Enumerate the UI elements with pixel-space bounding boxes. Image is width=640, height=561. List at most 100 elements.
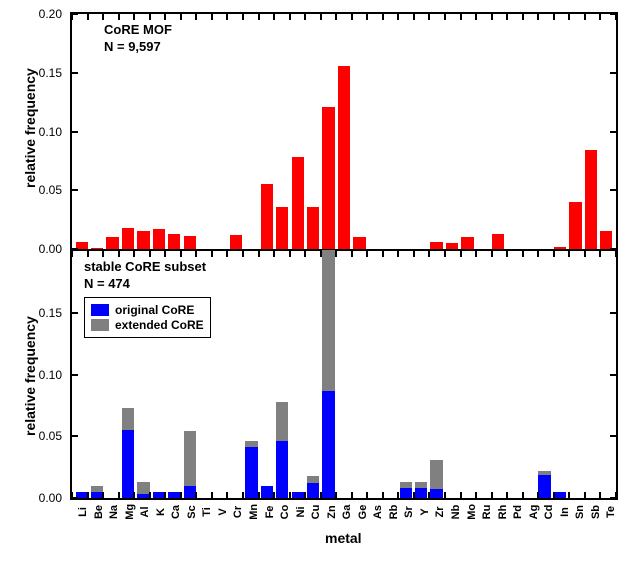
- bottom-bar-slot: [583, 251, 598, 498]
- xtick-mark-bottom: [180, 492, 182, 498]
- bottom-bar-slot: [506, 251, 521, 498]
- ytick-label: 0.05: [39, 429, 72, 443]
- ytick-mark-right: [610, 374, 616, 376]
- bottom-bar-slot: [444, 251, 459, 498]
- ytick-label: 0.00: [39, 491, 72, 505]
- ytick-label: 0.10: [39, 125, 72, 139]
- x-category-label: Rh: [496, 504, 508, 520]
- bottom-bar-slot: [383, 251, 398, 498]
- x-category-label: Pd: [512, 504, 524, 520]
- bottom-bar-slot: [521, 251, 536, 498]
- xtick-mark-top: [537, 14, 539, 20]
- ytick-mark: [72, 435, 78, 437]
- x-category-label: Y: [419, 504, 431, 520]
- x-category-label: Ca: [170, 504, 182, 520]
- xtick-mark-bottom: [553, 492, 555, 498]
- xtick-mark-top: [258, 251, 260, 257]
- bottom-bar-extended: [430, 460, 442, 490]
- bottom-bar-slot: [537, 251, 552, 498]
- xtick-mark-top: [413, 251, 415, 257]
- x-category-label: Ga: [341, 504, 353, 520]
- x-category-label: Li: [77, 504, 89, 520]
- bottom-bar-slot: [151, 251, 166, 498]
- xtick-mark-bottom: [460, 492, 462, 498]
- xtick-mark-top: [475, 14, 477, 20]
- top-ylabel: relative frequency: [22, 68, 38, 188]
- xtick-mark-bottom: [71, 492, 73, 498]
- x-category-label: Na: [108, 504, 120, 520]
- top-bar-slot: [460, 14, 475, 249]
- xtick-mark-top: [460, 251, 462, 257]
- top-bar: [353, 237, 365, 249]
- xtick-mark-top: [397, 14, 399, 20]
- xtick-mark-top: [211, 14, 213, 20]
- xtick-mark-top: [584, 251, 586, 257]
- top-bar-slot: [383, 14, 398, 249]
- bottom-bar-slot: [429, 251, 444, 498]
- bottom-bar-slot: [398, 251, 413, 498]
- bottom-bar-slot: [228, 251, 243, 498]
- top-bar-slot: [336, 14, 351, 249]
- xtick-mark-top: [320, 14, 322, 20]
- x-category-label: In: [559, 504, 571, 520]
- top-bar: [585, 150, 597, 249]
- xtick-mark-top: [149, 14, 151, 20]
- xtick-mark-top: [568, 251, 570, 257]
- top-bar: [168, 234, 180, 249]
- xtick-mark-bottom: [397, 492, 399, 498]
- bottom-bar-extended: [184, 431, 196, 485]
- xtick-mark-top: [195, 14, 197, 20]
- top-bar: [292, 157, 304, 249]
- bottom-bar-original: [137, 494, 149, 498]
- xtick-mark-bottom: [599, 492, 601, 498]
- x-category-label: Mn: [248, 504, 260, 520]
- bottom-bar-slot: [89, 251, 104, 498]
- top-bar-slot: [321, 14, 336, 249]
- top-bar: [106, 237, 118, 249]
- bottom-bar-extended: [307, 476, 319, 483]
- xtick-mark-top: [273, 251, 275, 257]
- xtick-mark-bottom: [568, 492, 570, 498]
- xtick-mark-top: [428, 14, 430, 20]
- xtick-mark-top: [320, 251, 322, 257]
- top-bar-slot: [398, 14, 413, 249]
- xtick-mark-bottom: [366, 492, 368, 498]
- xtick-mark-bottom: [102, 492, 104, 498]
- bottom-bar-slot: [167, 251, 182, 498]
- top-bar: [569, 202, 581, 249]
- xtick-mark-top: [599, 14, 601, 20]
- xtick-mark-bottom: [226, 492, 228, 498]
- xtick-mark-bottom: [506, 492, 508, 498]
- xtick-mark-bottom: [87, 492, 89, 498]
- x-category-label: Ti: [201, 504, 213, 520]
- x-category-label: Be: [92, 504, 104, 520]
- xtick-mark-top: [615, 251, 617, 257]
- xtick-mark-top: [304, 14, 306, 20]
- bottom-bar-slot: [290, 251, 305, 498]
- bottom-bar-original: [276, 441, 288, 498]
- xtick-mark-bottom: [133, 492, 135, 498]
- bottom-bar-slot: [120, 251, 135, 498]
- xtick-mark-top: [522, 251, 524, 257]
- ytick-mark: [72, 189, 78, 191]
- xtick-mark-bottom: [164, 492, 166, 498]
- xtick-mark-top: [444, 251, 446, 257]
- xtick-mark-top: [491, 251, 493, 257]
- bottom-bar-original: [122, 430, 134, 498]
- x-category-label: Cr: [232, 504, 244, 520]
- top-bar-slot: [413, 14, 428, 249]
- xtick-mark-bottom: [382, 492, 384, 498]
- bottom-bar-slot: [491, 251, 506, 498]
- ytick-mark: [72, 72, 78, 74]
- xtick-mark-top: [382, 14, 384, 20]
- xtick-mark-bottom: [537, 492, 539, 498]
- bottom-bar-original: [400, 488, 412, 498]
- top-bar-slot: [259, 14, 274, 249]
- top-bar-slot: [275, 14, 290, 249]
- top-bar-slot: [136, 14, 151, 249]
- xtick-mark-top: [537, 251, 539, 257]
- bottom-bar-original: [168, 492, 180, 498]
- x-category-label: As: [372, 504, 384, 520]
- top-bar-slot: [583, 14, 598, 249]
- xtick-mark-bottom: [149, 492, 151, 498]
